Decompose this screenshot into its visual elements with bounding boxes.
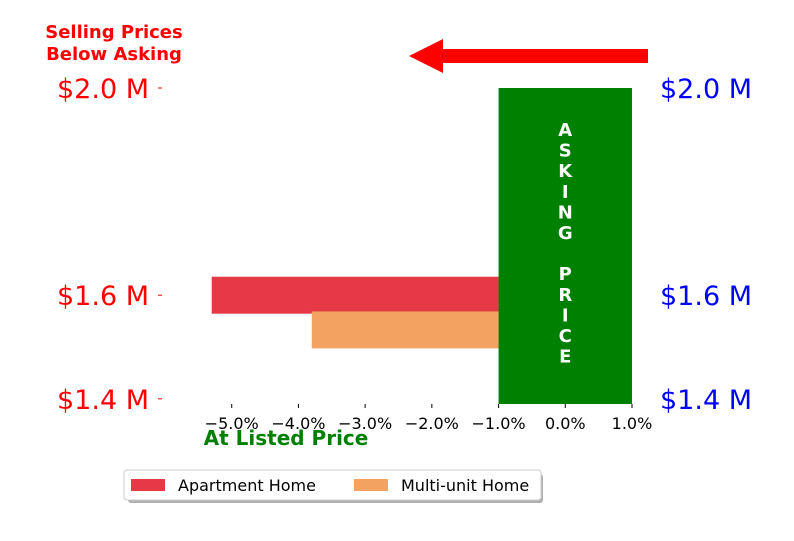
y-axis: $1.4 M $1.4 M $1.6 M $1.6 M $2.0 M $2.0 M: [57, 74, 752, 416]
asking-price-letter: I: [562, 182, 569, 203]
asking-price-letter: E: [559, 347, 571, 368]
asking-price-letter: I: [562, 305, 569, 326]
x-axis: −5.0% −4.0% −3.0% −2.0% −1.0% 0.0% 1.0%: [205, 404, 653, 433]
asking-price-letter: C: [559, 326, 572, 347]
asking-price-letter: N: [558, 202, 573, 223]
legend: Apartment Home Multi-unit Home: [123, 469, 543, 503]
y-tick-label-right: $2.0 M: [660, 74, 752, 105]
below-asking-annotation-line-1: Selling Prices: [45, 22, 182, 43]
y-tick-label-left: $1.4 M: [57, 385, 149, 416]
bar-multi-unit-home: [311, 311, 499, 349]
asking-price-letter: S: [559, 141, 572, 162]
x-tick-label: −4.0%: [271, 414, 325, 433]
annotations: Selling Prices Below Asking At Listed Pr…: [45, 22, 648, 450]
bars-layer: [211, 276, 499, 349]
y-tick-label-right: $1.4 M: [660, 385, 752, 416]
below-asking-annotation-line-2: Below Asking: [46, 44, 182, 65]
x-tick-label: −5.0%: [205, 414, 259, 433]
legend-swatch-multi-unit: [354, 479, 388, 491]
left-arrow-icon: [409, 39, 648, 73]
asking-price-letter: R: [558, 285, 572, 306]
x-tick-label: 1.0%: [612, 414, 653, 433]
legend-swatch-apartment: [131, 479, 165, 491]
legend-box: [123, 469, 542, 501]
bar-apartment-home: [211, 276, 499, 314]
asking-price-letter: A: [558, 120, 572, 141]
asking-price-band: [498, 88, 632, 404]
legend-label-multi-unit: Multi-unit Home: [401, 476, 529, 495]
asking-price-letter: K: [558, 161, 573, 182]
x-tick-label: −1.0%: [472, 414, 526, 433]
legend-label-apartment: Apartment Home: [178, 476, 316, 495]
asking-price-letter: G: [558, 223, 573, 244]
asking-price-letter: P: [559, 264, 572, 285]
y-tick-label-right: $1.6 M: [660, 281, 752, 312]
at-listed-price-annotation: At Listed Price: [204, 426, 369, 450]
x-tick-label: −2.0%: [405, 414, 459, 433]
y-tick-label-left: $1.6 M: [57, 281, 149, 312]
x-tick-label: 0.0%: [545, 414, 586, 433]
y-tick-label-left: $2.0 M: [57, 74, 149, 105]
x-tick-label: −3.0%: [338, 414, 392, 433]
